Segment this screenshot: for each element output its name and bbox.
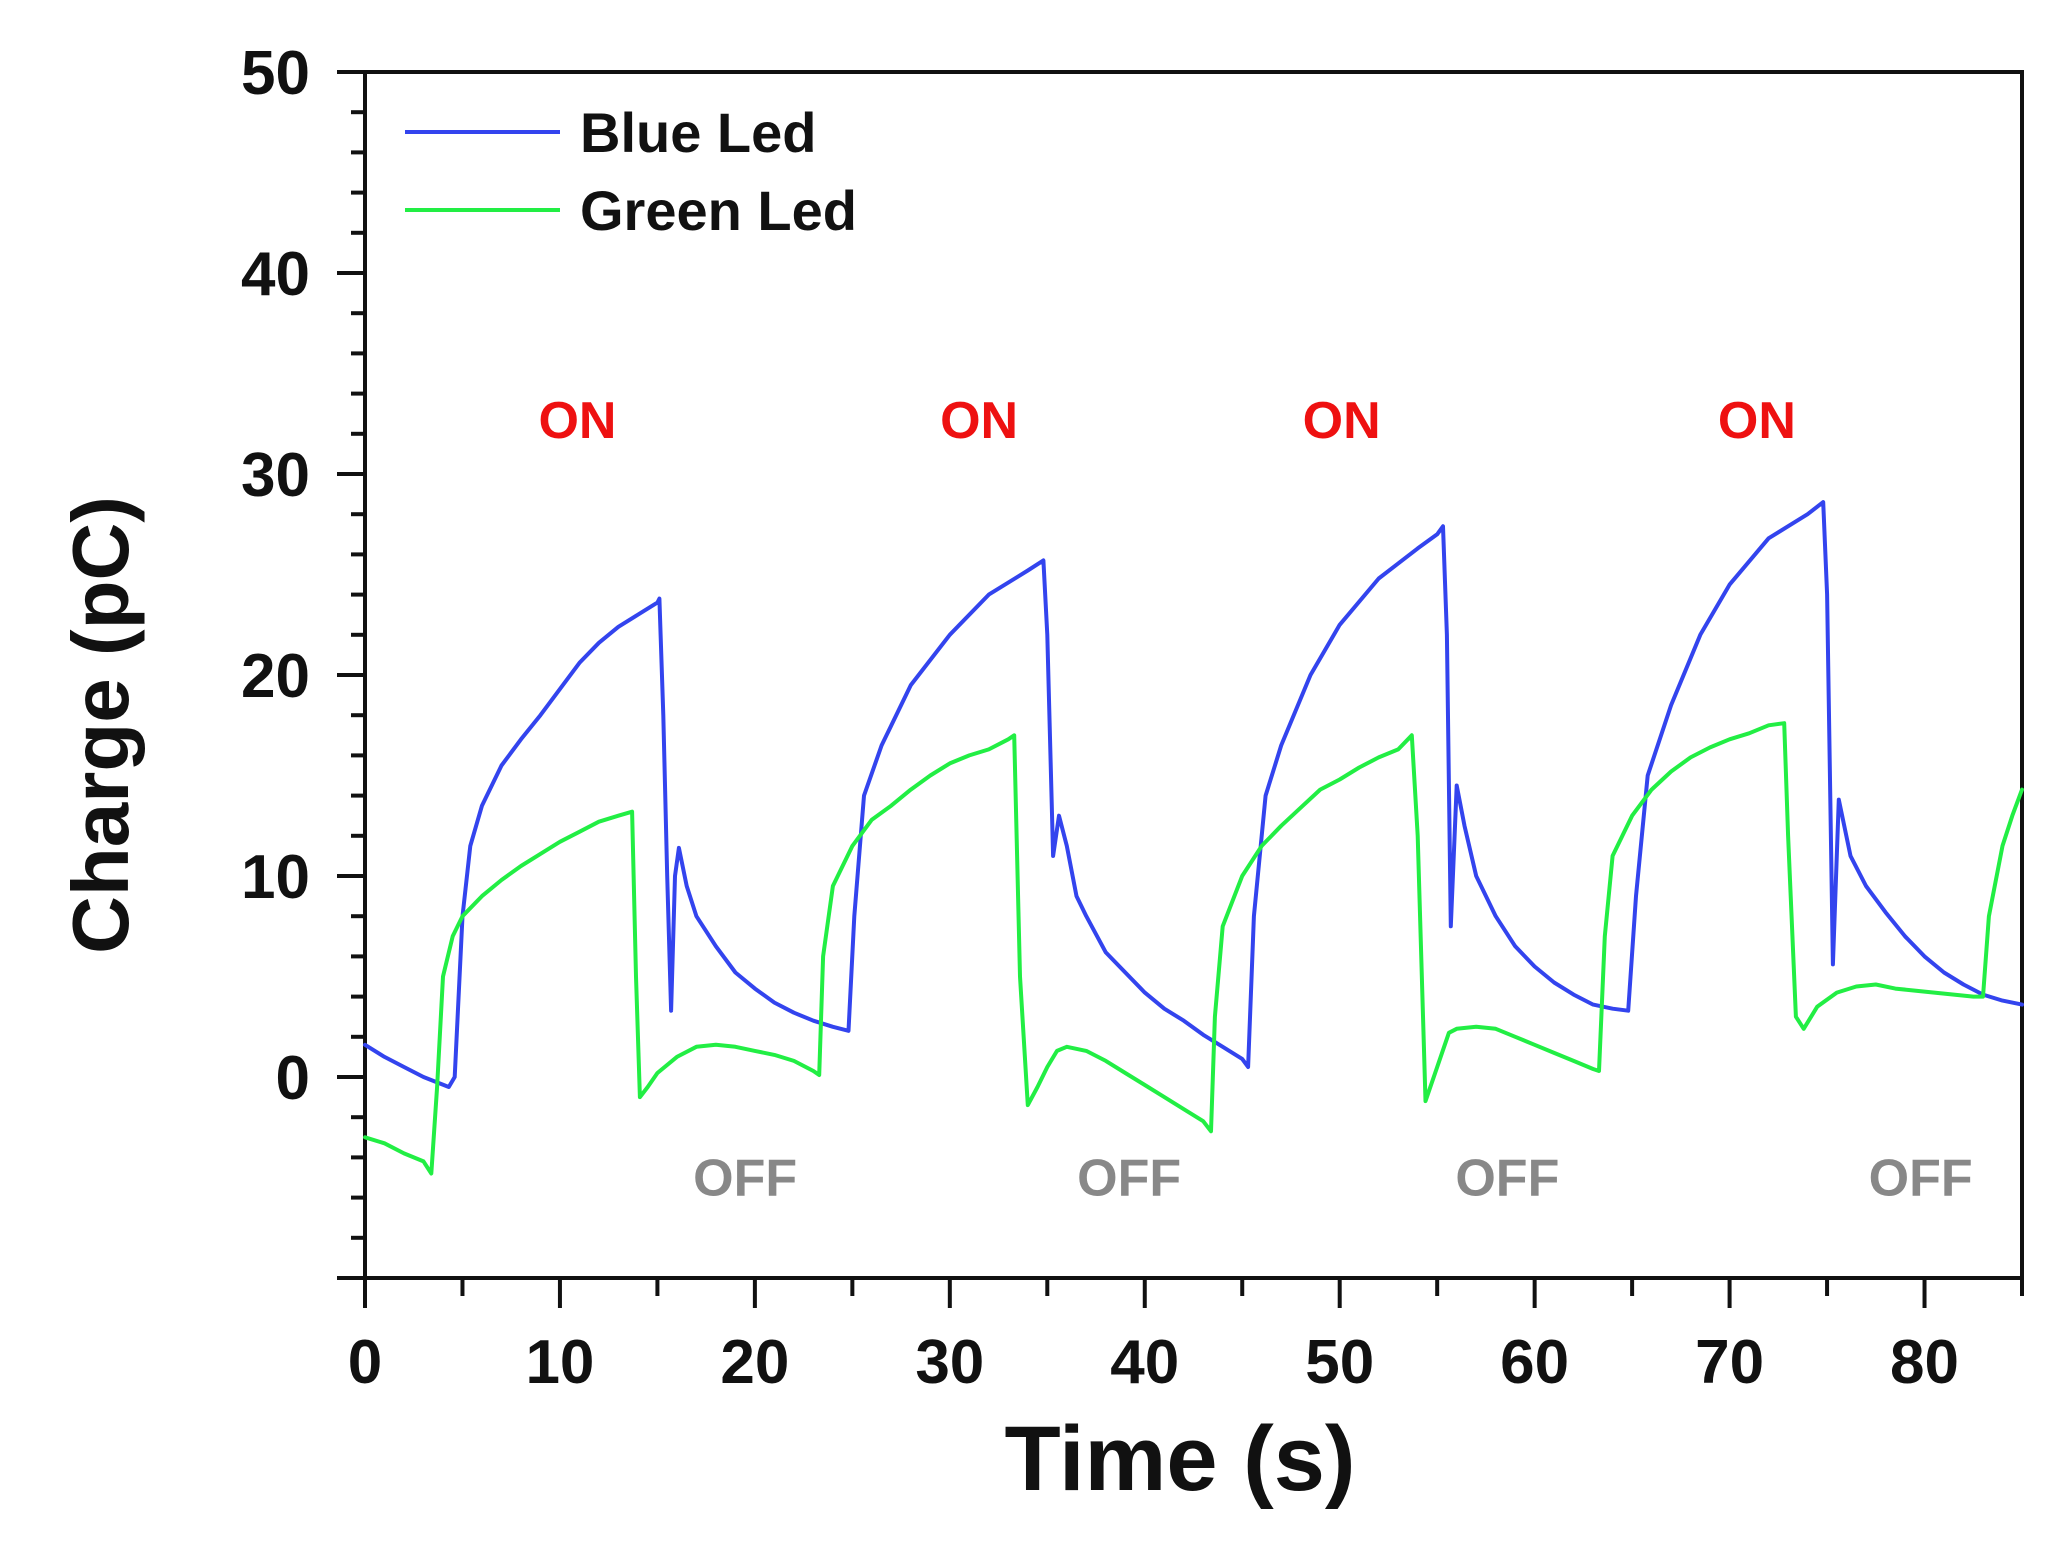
legend: Blue Led Green Led <box>405 101 857 242</box>
series-line-green-led <box>363 721 2024 1176</box>
x-tick-label: 50 <box>1305 1328 1374 1397</box>
on-label: ON <box>940 392 1018 450</box>
y-tick-label: 10 <box>241 843 310 912</box>
x-tick-label: 20 <box>720 1328 789 1397</box>
y-tick-label: 0 <box>276 1044 310 1113</box>
legend-label: Blue Led <box>580 101 816 164</box>
x-tick-label: 40 <box>1110 1328 1179 1397</box>
x-axis-ticks: 0 10 20 30 40 50 60 70 80 <box>348 1278 2024 1397</box>
x-tick-label: 80 <box>1890 1328 1959 1397</box>
off-label: OFF <box>1077 1150 1181 1208</box>
x-axis-title: Time (s) <box>1004 1408 1355 1510</box>
y-tick-label: 50 <box>241 39 310 108</box>
x-tick-label: 0 <box>348 1328 382 1397</box>
series-line-blue-led <box>363 500 2024 1089</box>
series-layer <box>363 500 2024 1176</box>
on-label: ON <box>1303 392 1381 450</box>
x-tick-label: 30 <box>915 1328 984 1397</box>
legend-label: Green Led <box>580 179 857 242</box>
off-label: OFF <box>1869 1150 1973 1208</box>
x-tick-label: 70 <box>1695 1328 1764 1397</box>
x-tick-label: 60 <box>1500 1328 1569 1397</box>
on-label: ON <box>538 392 616 450</box>
off-label: OFF <box>693 1150 797 1208</box>
y-axis-title: Charge (pC) <box>56 496 145 954</box>
y-axis-ticks: 0 10 20 30 40 50 <box>241 39 365 1280</box>
on-label: ON <box>1718 392 1796 450</box>
x-tick-label: 10 <box>525 1328 594 1397</box>
off-label: OFF <box>1455 1150 1559 1208</box>
y-tick-label: 30 <box>241 441 310 510</box>
y-tick-label: 20 <box>241 642 310 711</box>
plot-frame <box>363 70 2024 1280</box>
annotation-layer: ON ON ON ON OFF OFF OFF OFF <box>538 392 1972 1208</box>
y-tick-label: 40 <box>241 240 310 309</box>
plot-area <box>363 70 2024 1280</box>
